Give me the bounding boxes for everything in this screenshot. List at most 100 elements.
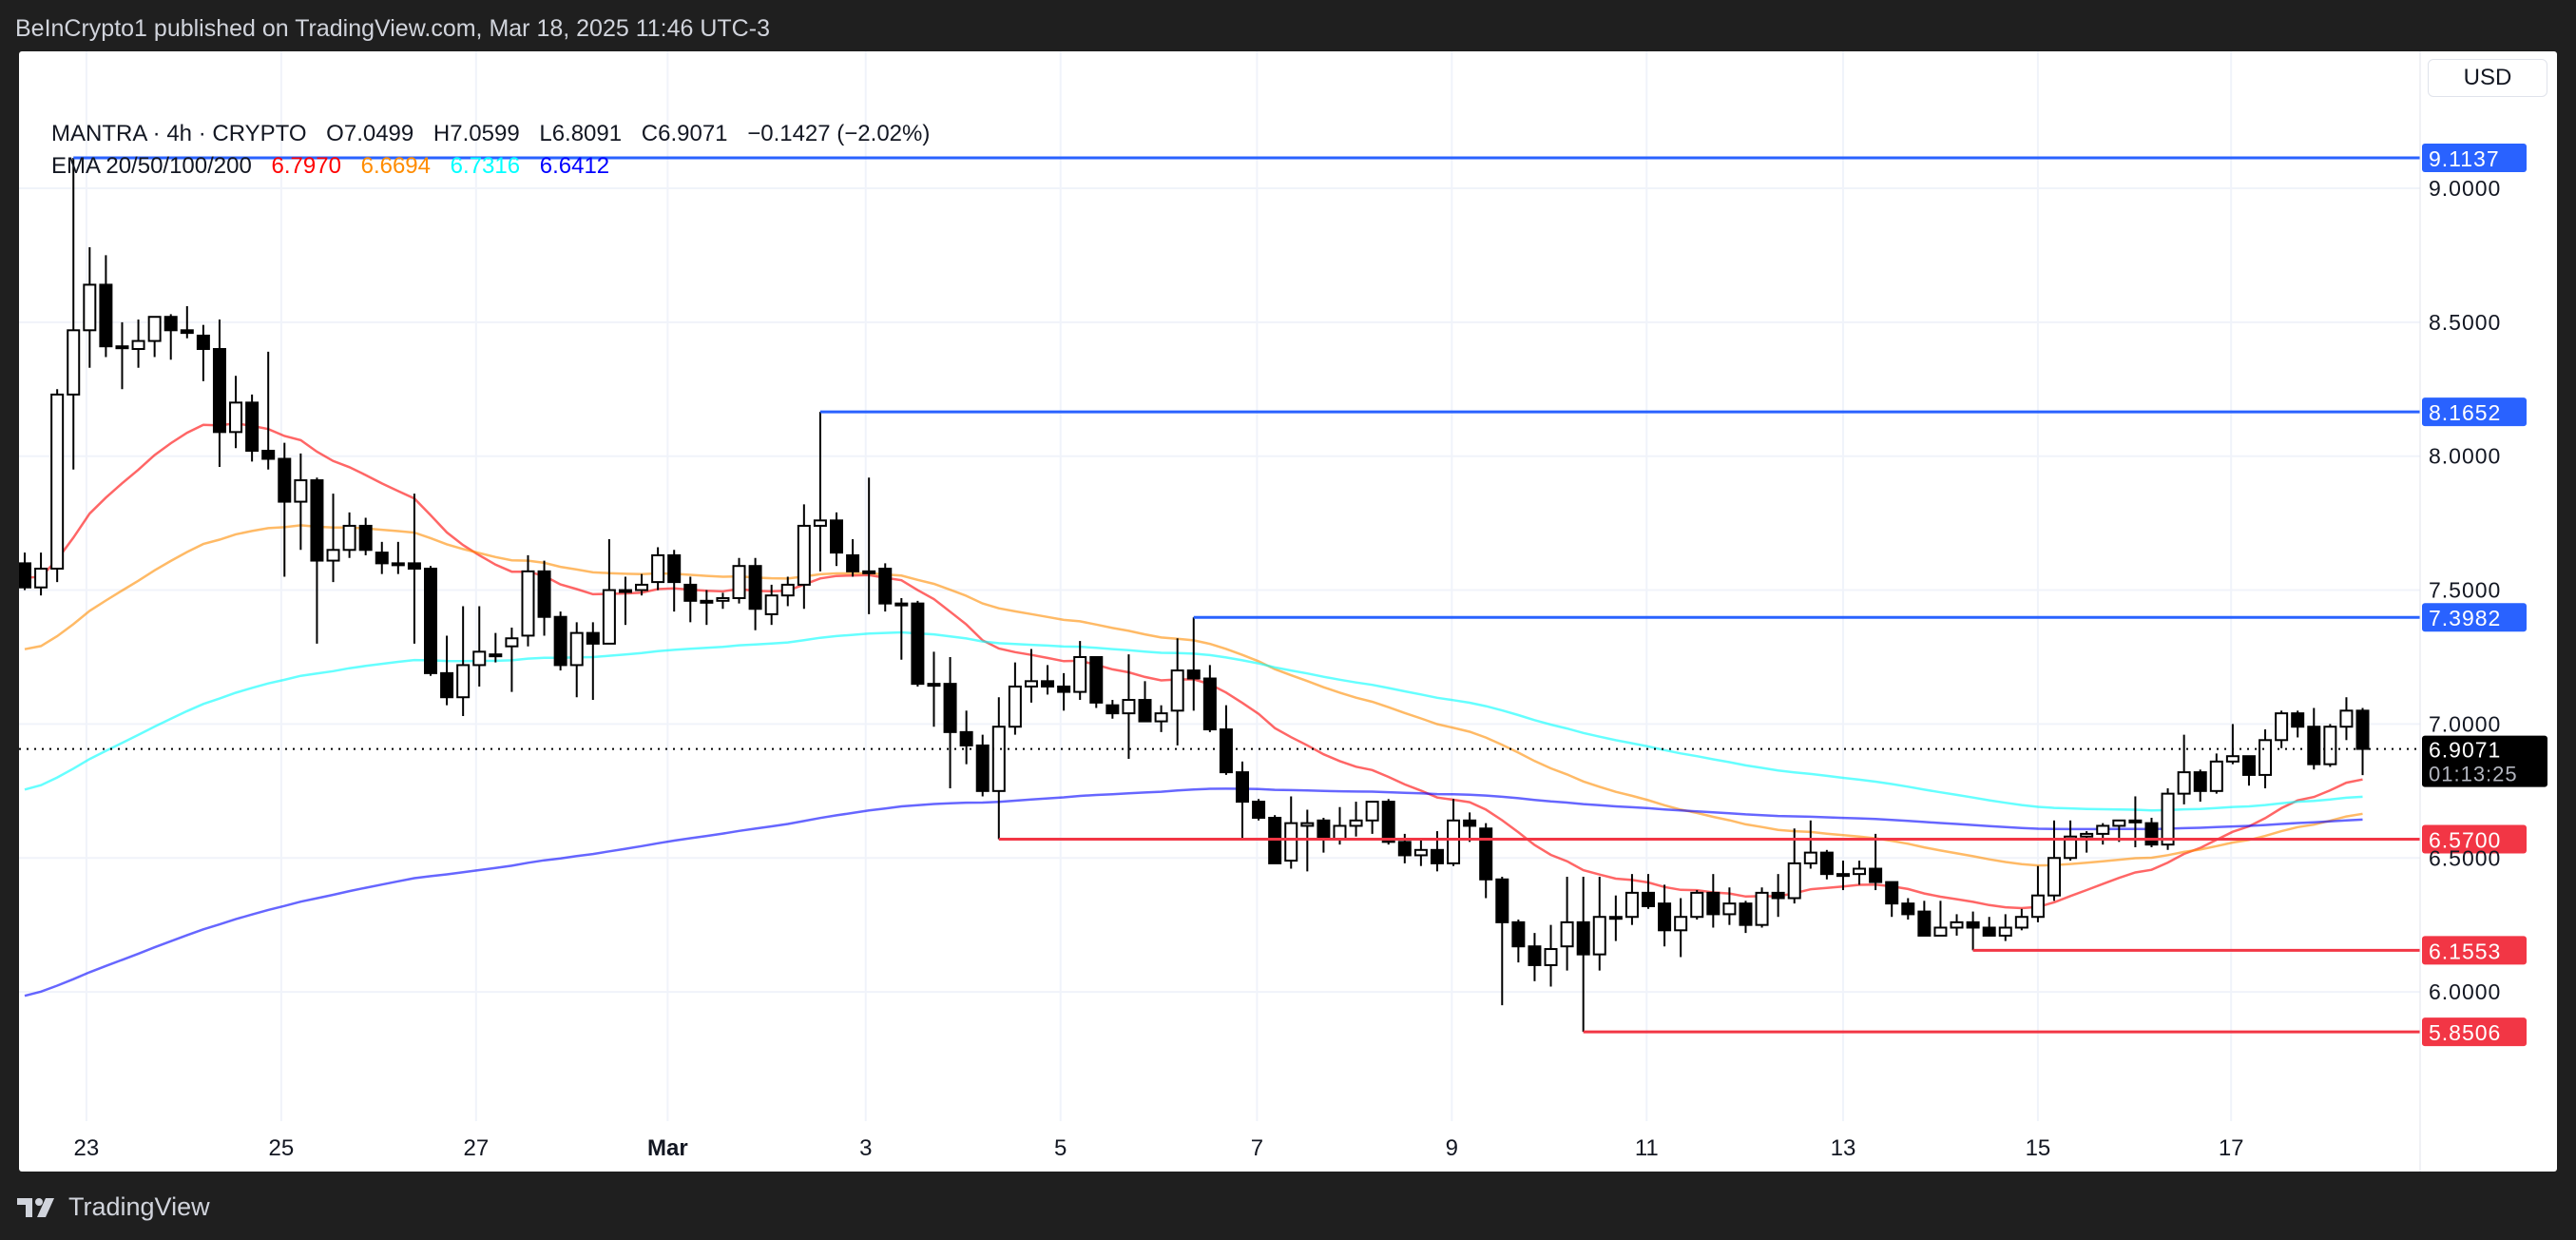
candle-body-down xyxy=(1089,655,1104,704)
candle-body-down xyxy=(2144,822,2159,846)
candle xyxy=(1787,828,1801,904)
x-tick-label: 7 xyxy=(1251,1135,1263,1161)
candle-body-up xyxy=(1024,680,1038,688)
resistance-price-tag xyxy=(2422,603,2527,632)
candle xyxy=(1511,920,1526,963)
candle-body-down xyxy=(667,553,682,584)
support-price-label: 5.8506 xyxy=(2429,1020,2501,1045)
candle xyxy=(1706,874,1721,928)
candle xyxy=(1966,911,1980,951)
resistance-price-label: 7.3982 xyxy=(2429,606,2501,630)
candle xyxy=(991,697,1006,840)
last-price-tag xyxy=(2422,735,2547,787)
candle-body-up xyxy=(780,583,795,597)
candle-body-up xyxy=(991,726,1006,792)
candle xyxy=(1933,901,1948,937)
candlestick-chart[interactable]: 9.1137 8.1652 7.3982 6.5700 6.1553 5.8506 6.90… xyxy=(19,51,2557,1172)
candle xyxy=(569,622,584,698)
candle-body-up xyxy=(2080,832,2094,838)
candle xyxy=(1869,833,1883,891)
candle xyxy=(1236,761,1249,840)
candle-body-down xyxy=(1576,920,1590,956)
ema-label[interactable]: EMA 20/50/100/200 xyxy=(51,153,252,179)
candle xyxy=(1836,861,1850,891)
currency-button[interactable]: USD xyxy=(2428,59,2547,97)
candle-body-up xyxy=(569,631,584,667)
candle-body-down xyxy=(212,348,226,434)
x-tick-label: 27 xyxy=(463,1135,489,1161)
candle-body-up xyxy=(294,479,308,503)
candle xyxy=(489,632,503,663)
ema50-value: 6.6694 xyxy=(360,153,431,179)
candle xyxy=(2144,817,2159,847)
candle-body-down xyxy=(440,671,454,699)
candle-body-up xyxy=(1836,873,1850,878)
candle-body-down xyxy=(1642,891,1655,907)
candle xyxy=(2241,755,2256,786)
y-tick-label: 8.5000 xyxy=(2429,310,2501,335)
symbol-info[interactable]: MANTRA · 4h · CRYPTO xyxy=(51,121,307,146)
candle xyxy=(1674,898,1688,958)
candle xyxy=(2080,831,2094,853)
candle-body-up xyxy=(1333,824,1347,841)
candle-body-up xyxy=(2047,857,2061,897)
candle xyxy=(683,576,698,623)
candle-body-up xyxy=(229,401,243,434)
candle-body-up xyxy=(115,345,129,350)
candle xyxy=(1608,895,1623,941)
chart-panel[interactable]: 9.1137 8.1652 7.3982 6.5700 6.1553 5.8506 6.90… xyxy=(19,51,2557,1172)
candle xyxy=(1154,705,1168,732)
candle-body-down xyxy=(2307,726,2321,765)
candle-body-up xyxy=(2014,916,2028,929)
candle xyxy=(911,600,925,687)
candle-body-down xyxy=(537,570,551,618)
candle xyxy=(1917,901,1932,937)
candle-body-up xyxy=(391,562,405,567)
candle-body-up xyxy=(2112,819,2126,827)
candle xyxy=(1024,649,1038,703)
bar-countdown: 01:13:25 xyxy=(2429,763,2518,786)
candle xyxy=(2275,710,2289,748)
candle-body-down xyxy=(407,562,421,571)
candle xyxy=(2096,823,2110,845)
candle xyxy=(1544,924,1558,987)
candle xyxy=(407,494,421,644)
candle xyxy=(700,590,714,626)
candle-body-up xyxy=(1624,891,1639,919)
candle xyxy=(2030,865,2045,922)
candle-body-up xyxy=(1170,669,1184,712)
candle xyxy=(310,477,324,644)
candle-body-down xyxy=(553,615,567,667)
candle xyxy=(83,246,97,368)
candle-body-up xyxy=(797,524,811,586)
candle-body-up xyxy=(2030,894,2045,919)
candle xyxy=(1186,617,1201,711)
candle-body-down xyxy=(1057,685,1071,693)
candle xyxy=(618,576,632,626)
brand-name: TradingView xyxy=(68,1192,210,1221)
ema100-value: 6.7316 xyxy=(450,153,521,179)
candle-body-up xyxy=(2064,835,2078,860)
candle-body-down xyxy=(1397,841,1412,857)
candle xyxy=(278,442,292,577)
candle-body-up xyxy=(1008,685,1022,728)
candle xyxy=(19,552,31,591)
candle-body-down xyxy=(19,562,31,589)
candle-body-down xyxy=(310,479,324,562)
publish-header: BeInCrypto1 published on TradingView.com… xyxy=(0,0,2576,51)
candle xyxy=(1413,839,1428,866)
candle-body-down xyxy=(1495,878,1509,923)
candle xyxy=(1901,898,1915,920)
candle xyxy=(830,512,843,567)
high-value: H7.0599 xyxy=(433,121,520,146)
candle xyxy=(635,573,649,596)
grid xyxy=(19,51,2420,1121)
last-price-label: 6.9071 xyxy=(2429,738,2501,763)
support-price-label: 6.5700 xyxy=(2429,828,2501,853)
tradingview-logo[interactable]: TradingView xyxy=(17,1192,210,1222)
x-tick-label: 5 xyxy=(1054,1135,1067,1161)
candle-body-up xyxy=(1998,926,2012,937)
candle xyxy=(894,598,909,660)
candle xyxy=(943,656,957,789)
y-tick-label: 8.0000 xyxy=(2429,444,2501,469)
